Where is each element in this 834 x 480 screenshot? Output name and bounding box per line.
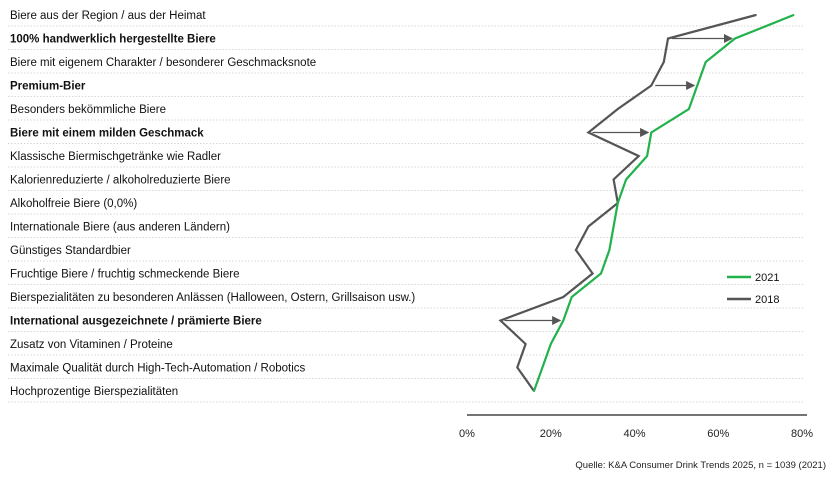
data-point-2021 <box>570 296 573 298</box>
data-point-2021 <box>600 272 602 275</box>
category-label: Biere aus der Region / aus der Heimat <box>10 10 206 22</box>
category-label: Besonders bekömmliche Biere <box>10 104 166 116</box>
data-point-2018 <box>616 108 619 110</box>
data-point-2018 <box>587 225 590 228</box>
data-point-2018 <box>587 131 590 134</box>
data-point-2021 <box>625 178 628 181</box>
category-label: Hochprozentige Bierspezialitäten <box>10 386 178 398</box>
category-label: Kalorienreduzierte / alkoholreduzierte B… <box>10 175 231 187</box>
x-tick-label: 40% <box>623 428 645 440</box>
x-tick-label: 60% <box>707 428 729 440</box>
category-label: Günstiges Standardbier <box>10 245 131 257</box>
data-point-2021 <box>734 37 736 40</box>
data-point-2021 <box>541 366 544 369</box>
data-point-2021 <box>533 390 535 392</box>
data-point-2021 <box>562 319 565 322</box>
data-point-2021 <box>612 225 615 228</box>
category-label: Zusatz von Vitaminen / Proteine <box>10 339 173 351</box>
series-line-2018 <box>498 13 757 392</box>
category-label: Fruchtige Biere / fruchtig schmeckende B… <box>10 269 239 281</box>
data-point-2021 <box>616 202 619 204</box>
x-axis-ticks: 0% 20% 40% 60% 80% <box>459 428 813 440</box>
legend-label-2018: 2018 <box>755 294 779 306</box>
legend: 2021 2018 <box>727 272 779 306</box>
data-point-2021 <box>646 155 648 157</box>
data-point-2018 <box>562 296 565 298</box>
category-label: Biere mit eigenem Charakter / besonderer… <box>10 57 316 69</box>
category-label: Bierspezialitäten zu besonderen Anlässen… <box>10 292 415 304</box>
data-point-2018 <box>662 61 665 63</box>
data-point-2018 <box>650 84 653 87</box>
category-label: International ausgezeichnete / prämierte… <box>10 316 262 328</box>
series-line-2021 <box>532 13 795 392</box>
data-point-2021 <box>549 343 552 345</box>
series-lines <box>498 13 795 392</box>
data-point-2018 <box>499 319 502 322</box>
category-label: Biere mit einem milden Geschmack <box>10 128 204 140</box>
x-tick-label: 0% <box>459 428 475 440</box>
category-label: 100% handwerklich hergestellte Biere <box>10 34 216 46</box>
data-point-2021 <box>608 249 611 251</box>
legend-label-2021: 2021 <box>755 272 779 284</box>
category-label: Internationale Biere (aus anderen Länder… <box>10 222 230 234</box>
data-point-2018 <box>591 272 594 275</box>
category-label: Premium-Bier <box>10 81 86 93</box>
data-point-2021 <box>704 61 707 63</box>
data-point-2021 <box>688 108 690 110</box>
data-point-2018 <box>612 178 615 181</box>
data-point-2021 <box>696 84 699 87</box>
data-point-2018 <box>667 37 669 40</box>
data-point-2021 <box>792 14 795 16</box>
source-note: Quelle: K&A Consumer Drink Trends 2025, … <box>575 460 826 471</box>
data-point-2018 <box>516 366 519 369</box>
change-arrows <box>504 33 733 326</box>
x-tick-label: 80% <box>791 428 813 440</box>
category-label: Alkoholfreie Biere (0,0%) <box>10 198 137 210</box>
category-labels: Biere aus der Region / aus der Heimat 100… <box>10 10 415 398</box>
data-point-2018 <box>637 155 640 157</box>
category-label: Maximale Qualität durch High-Tech-Automa… <box>10 363 306 375</box>
x-tick-label: 20% <box>540 428 562 440</box>
data-point-2021 <box>650 131 653 134</box>
data-point-2018 <box>574 249 577 251</box>
data-point-2018 <box>524 343 527 345</box>
data-point-2018 <box>755 14 757 16</box>
category-label: Klassische Biermischgetränke wie Radler <box>10 151 221 163</box>
